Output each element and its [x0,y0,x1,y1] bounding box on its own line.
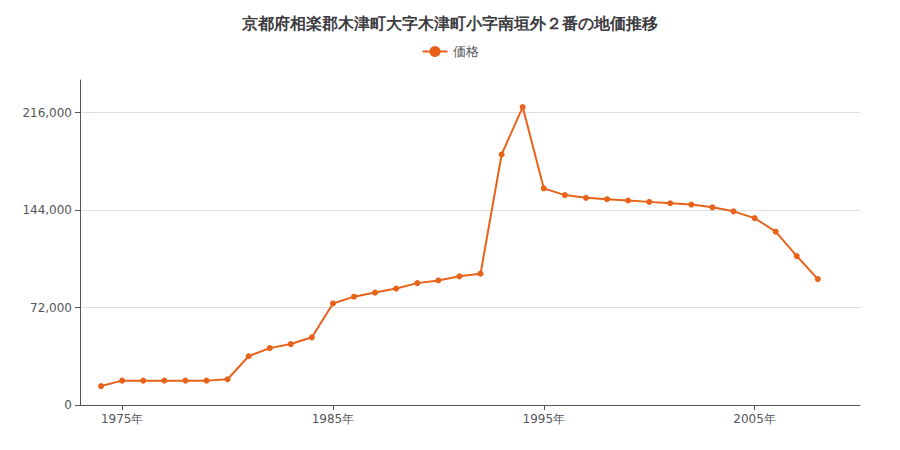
svg-text:1975年: 1975年 [101,412,144,426]
svg-text:2005年: 2005年 [733,412,776,426]
svg-text:1985年: 1985年 [312,412,355,426]
svg-text:価格: 価格 [453,44,479,59]
svg-text:京都府相楽郡木津町大字木津町小字南垣外２番の地価推移: 京都府相楽郡木津町大字木津町小字南垣外２番の地価推移 [241,14,658,33]
svg-text:1995年: 1995年 [523,412,566,426]
svg-text:144,000: 144,000 [22,203,72,217]
svg-text:72,000: 72,000 [30,301,72,315]
svg-text:0: 0 [64,398,72,412]
svg-text:216,000: 216,000 [22,106,72,120]
